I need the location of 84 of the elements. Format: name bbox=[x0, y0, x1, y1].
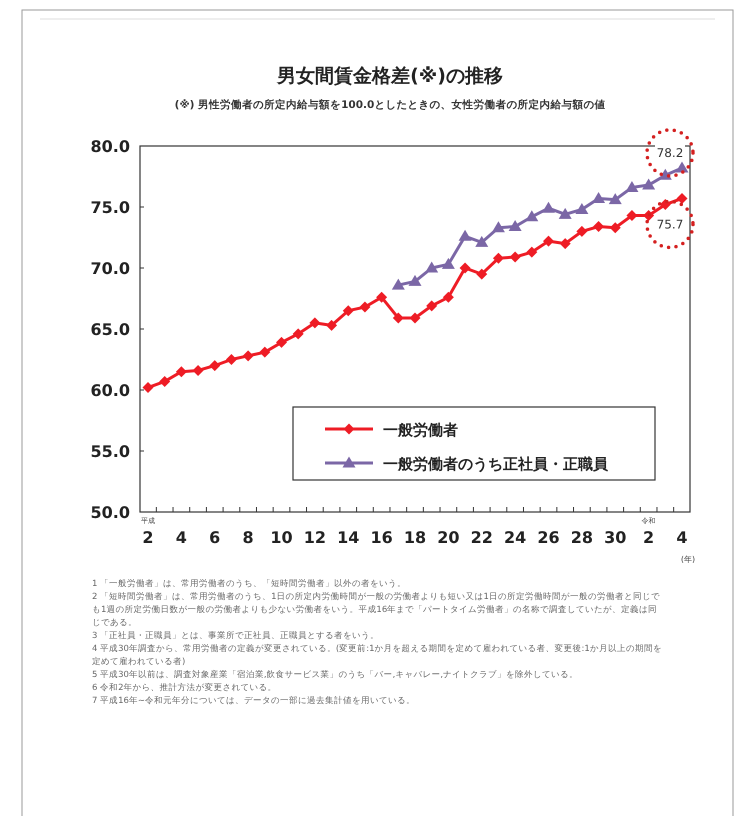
point bbox=[410, 312, 420, 324]
x-tick-label: 4 bbox=[676, 528, 688, 547]
point bbox=[626, 210, 638, 222]
y-tick-label: 55.0 bbox=[90, 442, 130, 461]
point bbox=[592, 192, 606, 203]
text: 6 令和2年から、推計方法が変更されている。 bbox=[92, 682, 278, 695]
x-tick-label: 28 bbox=[570, 528, 594, 547]
point bbox=[192, 364, 204, 376]
point bbox=[525, 210, 538, 222]
point bbox=[576, 226, 588, 237]
point bbox=[342, 305, 354, 316]
point bbox=[458, 230, 472, 241]
point bbox=[276, 336, 287, 348]
point bbox=[259, 346, 270, 358]
y-tick-label: 60.0 bbox=[90, 381, 130, 400]
x-tick-label: 10 bbox=[270, 528, 293, 547]
point bbox=[642, 178, 656, 190]
point bbox=[408, 274, 422, 286]
point bbox=[176, 366, 187, 378]
point bbox=[476, 268, 488, 280]
x-tick-label: 4 bbox=[176, 528, 187, 547]
legend-label: 一般労働者のうち正社員・正職員 bbox=[383, 455, 609, 473]
x-tick-label: 14 bbox=[337, 528, 360, 547]
point bbox=[492, 252, 504, 264]
point bbox=[359, 302, 370, 313]
point bbox=[475, 236, 488, 247]
x-tick-label: 26 bbox=[537, 528, 560, 547]
point bbox=[510, 252, 521, 263]
x-tick-label: 22 bbox=[470, 528, 493, 547]
x-tick-label: 8 bbox=[242, 528, 254, 547]
point bbox=[425, 262, 438, 272]
point bbox=[460, 262, 471, 274]
point bbox=[242, 350, 254, 362]
point bbox=[392, 278, 405, 290]
x-tick-label: 12 bbox=[304, 528, 326, 547]
annotation: 78.2 bbox=[656, 146, 684, 160]
point bbox=[608, 193, 622, 204]
point bbox=[625, 180, 638, 192]
annotation: 75.7 bbox=[656, 217, 684, 232]
text: 1 「一般労働者」は、常用労働者のうち、「短時間労働者」以外の者をいう。 bbox=[92, 578, 408, 591]
point bbox=[492, 221, 505, 232]
legend-label: 一般労働者 bbox=[383, 421, 458, 439]
point bbox=[292, 328, 304, 340]
y-tick-label: 80.0 bbox=[90, 137, 130, 156]
point bbox=[542, 202, 555, 213]
text: 5 平成30年以前は、調査対象産業「宿泊業,飲食サービス業」のうち「バー,キャバレー,ナイトクラブ」を除外している。 bbox=[92, 669, 580, 682]
point bbox=[543, 236, 554, 247]
point bbox=[560, 238, 571, 250]
x-tick-label: 30 bbox=[604, 528, 626, 547]
text: 4 平成30年調査から、常用労働者の定義が変更されている。(変更前:1か月を超える期間を定めて雇われている者、変更後:1か月以上の期間を定めて雇われている者) bbox=[92, 643, 662, 669]
y-tick-label: 75.0 bbox=[90, 198, 130, 217]
text: 3 「正社員・正職員」とは、事業所で正社員、正職員とする者をいう。 bbox=[92, 630, 380, 643]
x-tick-label: 6 bbox=[209, 528, 220, 547]
point bbox=[676, 161, 688, 172]
point bbox=[442, 258, 455, 269]
chart-title: 男女間賃金格差(※)の推移 bbox=[276, 65, 503, 87]
y-tick-label: 65.0 bbox=[90, 320, 130, 339]
point bbox=[426, 300, 438, 312]
text: 7 平成16年~令和元年分については、データの一部に過去集計値を用いている。 bbox=[92, 695, 416, 708]
point bbox=[442, 292, 454, 303]
point bbox=[226, 354, 237, 365]
text: 2 「短時間労働者」は、常用労働者のうち、1日の所定内労働時間が一般の労働者よりも短い又は1日の所定労働時間が一般の労働者と同じでも1週の所定労働日数が一般の労働者よりも少ない労働者をいう。平成16年まで「パートタイム労働者」の名称で調査していたが、定義は同じである。 bbox=[92, 591, 661, 630]
point bbox=[610, 222, 621, 234]
point bbox=[159, 376, 170, 387]
point bbox=[392, 312, 404, 324]
point bbox=[508, 220, 522, 232]
x-tick-label: 20 bbox=[437, 528, 460, 547]
point bbox=[376, 292, 388, 303]
point bbox=[142, 382, 154, 394]
point bbox=[575, 202, 588, 214]
x-axis-title: (年) bbox=[680, 555, 696, 564]
point bbox=[593, 221, 604, 232]
point bbox=[309, 317, 320, 328]
x-tick-label: 24 bbox=[504, 528, 526, 547]
point bbox=[676, 192, 688, 204]
point bbox=[526, 246, 538, 258]
x-tick-label: 16 bbox=[370, 528, 393, 547]
point bbox=[209, 360, 220, 372]
point bbox=[326, 320, 338, 331]
y-tick-label: 70.0 bbox=[90, 259, 130, 278]
point bbox=[558, 208, 572, 219]
y-tick-label: 50.0 bbox=[90, 503, 130, 522]
chart-subtitle: (※) 男性労働者の所定内給与額を100.0としたときの、女性労働者の所定内給与額の値 bbox=[174, 98, 606, 111]
x-tick-label: 18 bbox=[404, 528, 426, 547]
